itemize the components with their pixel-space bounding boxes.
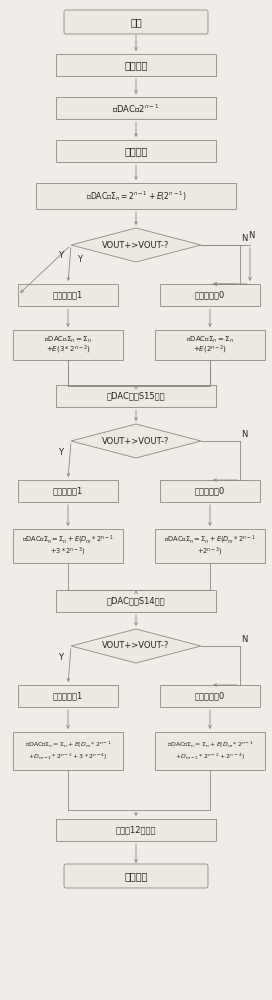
Text: $+2^{n-3})$: $+2^{n-3})$ [197,546,223,558]
Text: 开始: 开始 [130,17,142,27]
Bar [36,183,236,209]
Text: 主DAC开关S14置位: 主DAC开关S14置位 [107,596,165,605]
Bar [56,54,216,76]
Text: Y: Y [77,255,82,264]
Bar [56,590,216,612]
FancyBboxPatch shape [64,864,208,888]
Bar [56,97,216,119]
Bar [155,529,265,563]
Text: $+3*2^{n-3})$: $+3*2^{n-3})$ [50,546,86,558]
Text: 启动采样: 启动采样 [124,60,148,70]
Text: 子DAC置$\Sigma_n=\Sigma_n$: 子DAC置$\Sigma_n=\Sigma_n$ [186,335,234,345]
Text: VOUT+>VOUT-?: VOUT+>VOUT-? [102,642,170,650]
Text: VOUT+>VOUT-?: VOUT+>VOUT-? [102,240,170,249]
Bar [18,685,118,707]
Bar [56,140,216,162]
Bar [160,685,260,707]
Text: 子DAC置$\Sigma_n=\Sigma_n+E(D_m*2^{n-1}$: 子DAC置$\Sigma_n=\Sigma_n+E(D_m*2^{n-1}$ [164,534,256,546]
Text: 结束转换: 结束转换 [124,871,148,881]
Bar [56,385,216,407]
Bar [155,732,265,770]
Text: 子DAC置$\Sigma_n=\Sigma_n$: 子DAC置$\Sigma_n=\Sigma_n$ [44,335,92,345]
Text: Y: Y [58,448,63,457]
FancyBboxPatch shape [64,10,208,34]
Bar [155,330,265,360]
Text: 第三位锁存0: 第三位锁存0 [195,692,225,700]
Polygon shape [71,424,201,458]
Text: 最高位锁存1: 最高位锁存1 [53,290,83,300]
Bar [18,284,118,306]
Text: N: N [241,635,247,644]
Text: 子DAC置$\Sigma_n=2^{n-1}+E(2^{n-1})$: 子DAC置$\Sigma_n=2^{n-1}+E(2^{n-1})$ [86,189,186,203]
Text: 完成低12位转换: 完成低12位转换 [116,826,156,834]
Bar [160,480,260,502]
Text: N: N [248,231,254,240]
Text: Y: Y [58,653,63,662]
Text: N: N [241,430,247,439]
Text: 子DAC置$\Sigma_n=\Sigma_n+E(D_m*2^{n-1}$: 子DAC置$\Sigma_n=\Sigma_n+E(D_m*2^{n-1}$ [22,534,114,546]
Text: 断开采样: 断开采样 [124,146,148,156]
Polygon shape [71,228,201,262]
Bar [13,529,123,563]
Text: 子DAC置$2^{n-1}$: 子DAC置$2^{n-1}$ [112,102,160,114]
Text: 第二位锁存0: 第二位锁存0 [195,487,225,495]
Text: $+E(3*2^{n-2})$: $+E(3*2^{n-2})$ [46,344,90,356]
Text: 最高位锁存0: 最高位锁存0 [195,290,225,300]
Bar [13,732,123,770]
Bar [18,480,118,502]
Text: 第三位锁存1: 第三位锁存1 [53,692,83,700]
Bar [13,330,123,360]
Text: N: N [241,234,247,243]
Text: $+E(2^{n-2})$: $+E(2^{n-2})$ [193,344,227,356]
Text: 主DAC开关S15置位: 主DAC开关S15置位 [107,391,165,400]
Polygon shape [71,629,201,663]
Bar [160,284,260,306]
Text: $+D_{m-1}*2^{n-2}+3*2^{n-4})$: $+D_{m-1}*2^{n-2}+3*2^{n-4})$ [28,752,108,762]
Text: 子DAC置$\Sigma_n=\Sigma_n+E(D_m*2^{n-1}$: 子DAC置$\Sigma_n=\Sigma_n+E(D_m*2^{n-1}$ [167,740,253,750]
Text: Y: Y [58,251,63,260]
Text: VOUT+>VOUT-?: VOUT+>VOUT-? [102,436,170,446]
Text: $+D_{m-1}*2^{n-2}+2^{n-4})$: $+D_{m-1}*2^{n-2}+2^{n-4})$ [175,752,245,762]
Bar [56,819,216,841]
Text: 第二位锁存1: 第二位锁存1 [53,487,83,495]
Text: 子DAC置$\Sigma_n=\Sigma_n+E(D_m*2^{n-1}$: 子DAC置$\Sigma_n=\Sigma_n+E(D_m*2^{n-1}$ [25,740,111,750]
